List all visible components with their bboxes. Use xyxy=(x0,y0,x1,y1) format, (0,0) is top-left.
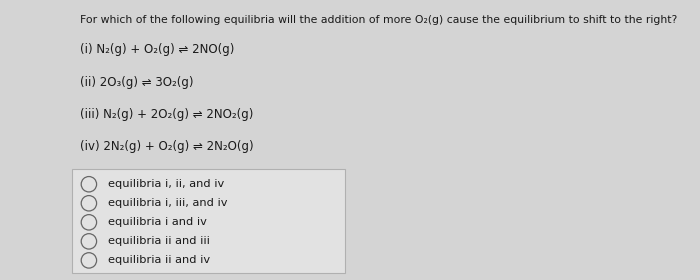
Text: equilibria ii and iii: equilibria ii and iii xyxy=(108,236,211,246)
FancyBboxPatch shape xyxy=(72,169,345,273)
Text: (i) N₂(g) + O₂(g) ⇌ 2NO(g): (i) N₂(g) + O₂(g) ⇌ 2NO(g) xyxy=(80,43,235,56)
Text: (iv) 2N₂(g) + O₂(g) ⇌ 2N₂O(g): (iv) 2N₂(g) + O₂(g) ⇌ 2N₂O(g) xyxy=(80,140,254,153)
Text: equilibria i and iv: equilibria i and iv xyxy=(108,217,207,227)
Text: equilibria ii and iv: equilibria ii and iv xyxy=(108,255,211,265)
Text: equilibria i, ii, and iv: equilibria i, ii, and iv xyxy=(108,179,225,189)
Text: (iii) N₂(g) + 2O₂(g) ⇌ 2NO₂(g): (iii) N₂(g) + 2O₂(g) ⇌ 2NO₂(g) xyxy=(80,108,254,121)
Text: equilibria i, iii, and iv: equilibria i, iii, and iv xyxy=(108,198,228,208)
Text: For which of the following equilibria will the addition of more O₂(g) cause the : For which of the following equilibria wi… xyxy=(80,15,678,25)
Text: (ii) 2O₃(g) ⇌ 3O₂(g): (ii) 2O₃(g) ⇌ 3O₂(g) xyxy=(80,76,194,88)
